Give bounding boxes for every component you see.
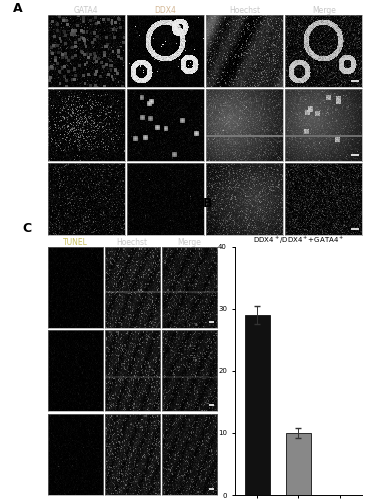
Title: Hoechst: Hoechst	[229, 6, 260, 15]
Text: B: B	[203, 197, 212, 210]
Title: DDX4$^+$/DDX4$^+$+GATA4$^+$: DDX4$^+$/DDX4$^+$+GATA4$^+$	[253, 234, 344, 246]
Y-axis label: complete testis
culture medium +RA: complete testis culture medium +RA	[40, 426, 50, 483]
Y-axis label: testis
culture medium: testis culture medium	[40, 103, 50, 147]
Title: Merge: Merge	[312, 6, 336, 15]
Title: TUNEL: TUNEL	[63, 238, 88, 246]
Title: DDX4: DDX4	[154, 6, 176, 15]
Bar	[286, 433, 311, 495]
Y-axis label: complete testis
culture medium +RA: complete testis culture medium +RA	[40, 170, 50, 228]
Y-axis label: testis
culture medium: testis culture medium	[40, 349, 50, 393]
Title: Hoechst: Hoechst	[117, 238, 148, 246]
Text: C: C	[23, 222, 32, 235]
Text: A: A	[13, 2, 23, 15]
Title: GATA4: GATA4	[74, 6, 98, 15]
Title: Merge: Merge	[177, 238, 201, 246]
Bar	[245, 315, 270, 495]
Y-axis label: percent: percent	[209, 358, 215, 384]
Y-axis label: complete testis
culture medium: complete testis culture medium	[40, 266, 50, 309]
Y-axis label: complete testis
culture medium: complete testis culture medium	[40, 29, 50, 73]
